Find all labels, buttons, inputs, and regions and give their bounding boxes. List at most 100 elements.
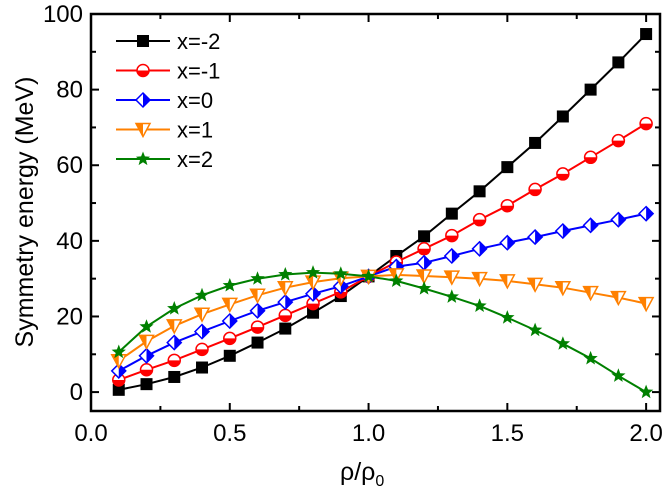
half-filled-circle-marker	[583, 150, 598, 165]
circle-half-fill	[168, 360, 181, 367]
diamond-half-fill	[507, 235, 515, 250]
half-filled-circle-marker	[195, 342, 209, 357]
square-icon	[445, 207, 458, 220]
legend-entry: x=-1	[116, 59, 220, 84]
circle-half-fill	[473, 219, 486, 226]
half-filled-diamond-marker	[610, 211, 627, 228]
circle-half-fill	[612, 140, 625, 147]
square-icon	[279, 322, 292, 335]
half-filled-circle-marker	[417, 242, 431, 256]
half-filled-down-triangle-marker	[582, 285, 599, 302]
half-filled-diamond-marker	[277, 294, 294, 311]
x-tick-label: 0.5	[213, 420, 246, 447]
half-filled-circle-marker	[528, 182, 542, 197]
star-icon	[389, 273, 404, 287]
half-filled-diamond-marker	[416, 254, 433, 271]
half-filled-down-triangle-marker	[138, 334, 155, 351]
square-icon	[612, 56, 625, 69]
half-filled-down-triangle-marker	[554, 280, 572, 297]
circle-half-fill	[307, 303, 320, 310]
legend-entry: x=1	[116, 118, 213, 143]
star-icon	[500, 310, 515, 324]
triangle-half-fill	[528, 278, 536, 292]
half-filled-diamond-marker	[471, 240, 488, 257]
diamond-half-fill	[618, 212, 626, 227]
filled-square-marker	[501, 161, 514, 174]
half-filled-diamond-marker	[166, 334, 183, 351]
half-filled-diamond-marker	[221, 312, 238, 330]
filled-star-marker	[250, 271, 265, 285]
half-filled-circle-marker	[445, 228, 459, 243]
circle-half-fill	[334, 291, 347, 298]
circle-half-fill	[501, 205, 514, 212]
square-icon	[168, 370, 181, 383]
filled-square-marker	[307, 306, 320, 319]
y-tick-label: 100	[43, 1, 83, 28]
half-filled-circle-marker	[306, 296, 320, 311]
circle-half-fill	[251, 327, 264, 334]
y-tick-label: 20	[56, 303, 83, 330]
filled-square-marker	[223, 349, 236, 362]
half-filled-circle-marker	[611, 133, 626, 148]
triangle-half-fill	[583, 286, 591, 300]
legend-entry: x=-2	[116, 29, 220, 54]
series-x=1	[110, 268, 655, 370]
triangle-half-fill	[555, 281, 563, 295]
square-icon	[223, 349, 236, 362]
diamond-half-fill	[451, 248, 459, 263]
star-icon	[583, 350, 598, 365]
filled-square-marker	[640, 28, 653, 41]
half-filled-diamond-marker	[249, 302, 266, 319]
triangle-half-fill	[278, 281, 286, 295]
star-icon	[472, 298, 487, 312]
filled-square-marker	[112, 383, 125, 396]
square-icon	[640, 28, 653, 41]
half-filled-circle-marker	[472, 212, 487, 227]
triangle-half-fill	[611, 291, 619, 305]
circle-half-fill	[279, 315, 292, 322]
half-filled-down-triangle-marker	[443, 270, 461, 286]
legend-label: x=-1	[177, 59, 220, 84]
half-filled-diamond-marker	[443, 247, 460, 265]
square-icon	[140, 378, 153, 391]
filled-square-marker	[584, 83, 597, 96]
diamond-half-fill	[257, 303, 265, 318]
diamond-half-fill	[229, 314, 237, 329]
legend-label: x=0	[177, 88, 213, 113]
square-icon	[251, 336, 264, 349]
star-icon	[135, 151, 151, 166]
filled-star-marker	[222, 278, 237, 292]
half-filled-diamond-marker	[304, 285, 322, 302]
circle-half-fill	[223, 338, 236, 345]
circle-half-fill	[140, 369, 153, 376]
filled-star-marker	[611, 368, 626, 382]
triangle-half-fill	[639, 297, 647, 311]
half-filled-diamond-marker	[554, 222, 571, 240]
half-filled-circle-marker	[139, 363, 154, 377]
star-icon	[555, 336, 570, 350]
circle-half-fill	[445, 235, 458, 242]
filled-square-marker	[418, 230, 431, 243]
triangle-half-fill	[136, 123, 143, 137]
triangle-half-fill	[111, 354, 119, 368]
filled-star-marker	[528, 322, 543, 337]
filled-star-marker	[278, 267, 293, 281]
legend-label: x=2	[177, 147, 213, 172]
half-filled-down-triangle-marker	[499, 274, 516, 290]
square-icon	[196, 361, 209, 374]
filled-square-marker	[612, 56, 625, 69]
star-icon	[639, 384, 654, 399]
half-filled-down-triangle-marker	[249, 288, 266, 304]
half-filled-down-triangle-marker	[637, 296, 655, 313]
half-filled-circle-marker	[250, 320, 265, 334]
square-icon	[307, 306, 320, 319]
half-filled-down-triangle-marker	[110, 353, 128, 370]
filled-star-marker	[333, 266, 348, 280]
half-filled-circle-marker	[556, 167, 570, 181]
half-filled-diamond-marker	[527, 229, 544, 246]
star-icon	[416, 281, 432, 295]
half-filled-down-triangle-marker	[471, 271, 488, 288]
half-filled-down-triangle-marker	[610, 290, 627, 307]
diamond-half-fill	[590, 218, 598, 233]
square-icon	[473, 185, 486, 198]
